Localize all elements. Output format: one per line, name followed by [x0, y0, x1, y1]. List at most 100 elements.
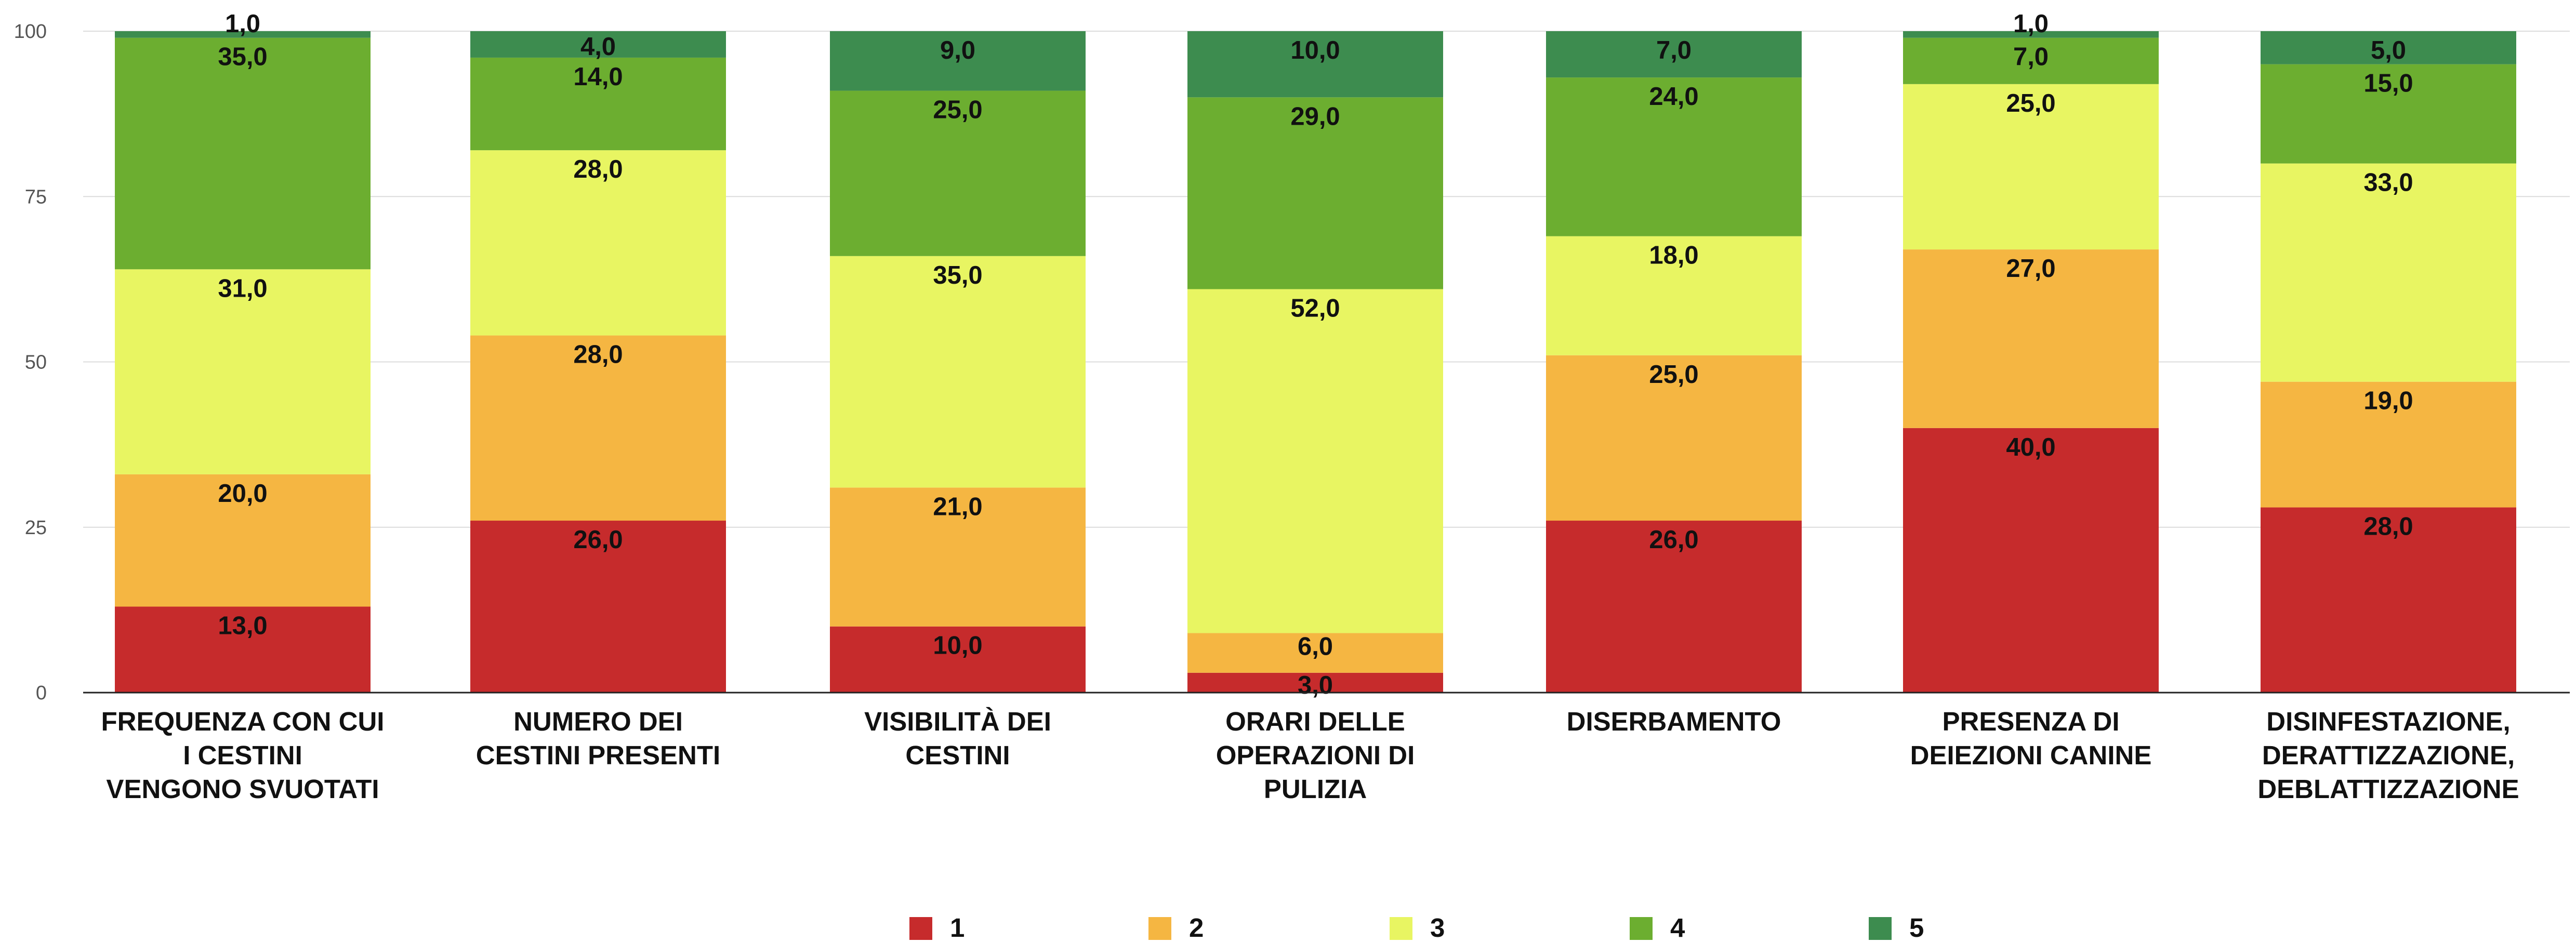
data-label: 4,0	[580, 33, 616, 61]
legend-swatch	[1390, 917, 1412, 940]
bar-segment-2	[1546, 355, 1802, 521]
data-label: 5,0	[2371, 36, 2406, 64]
bar-segment-5	[115, 31, 371, 38]
legend-label: 3	[1430, 913, 1445, 942]
category-label-line: CESTINI	[905, 740, 1010, 770]
bar-segment-3	[1546, 236, 1802, 355]
data-label: 20,0	[218, 480, 267, 508]
category-label-line: DEIEZIONI CANINE	[1910, 740, 2152, 770]
category-label: VISIBILITÀ DEI CESTINI	[864, 707, 1051, 770]
data-label: 26,0	[573, 526, 623, 554]
data-label: 24,0	[1649, 83, 1698, 111]
bar-segment-5	[2261, 31, 2516, 64]
bar-segment-3	[2261, 163, 2516, 382]
bar-segment-2	[470, 335, 726, 521]
bar-segment-3	[115, 269, 371, 474]
bar-segment-5	[1546, 31, 1802, 78]
data-label: 27,0	[2006, 255, 2055, 283]
data-label: 29,0	[1290, 102, 1340, 130]
category-label-line: VENGONO SVUOTATI	[106, 774, 379, 804]
legend-label: 5	[1909, 913, 1924, 942]
bar-segment-4	[2261, 64, 2516, 164]
category-label-line: PRESENZA DI	[1943, 707, 2120, 736]
bar-segment-5	[470, 31, 726, 58]
data-label: 1,0	[225, 10, 260, 38]
bars	[115, 31, 2516, 693]
data-label: 26,0	[1649, 526, 1698, 554]
data-label: 7,0	[1656, 36, 1692, 64]
data-label: 1,0	[2013, 10, 2049, 38]
category-label-line: DISINFESTAZIONE,	[2266, 707, 2510, 736]
legend-item-1: 1	[909, 913, 965, 942]
category-label: DISERBAMENTO	[1567, 707, 1781, 736]
data-label: 9,0	[940, 36, 975, 64]
data-label: 3,0	[1298, 671, 1333, 699]
data-label: 13,0	[218, 612, 267, 640]
data-label: 18,0	[1649, 242, 1698, 270]
legend-swatch	[1148, 917, 1171, 940]
legend-swatch	[1630, 917, 1653, 940]
data-label: 10,0	[933, 632, 982, 660]
bar-segment-2	[1187, 633, 1443, 673]
data-label: 19,0	[2363, 387, 2413, 415]
category-label-line: DERATTIZZAZIONE,	[2262, 740, 2515, 770]
bar-segment-1	[1546, 521, 1802, 693]
legend-label: 4	[1670, 913, 1685, 942]
category-label-line: FREQUENZA CON CUI	[101, 707, 385, 736]
data-label: 25,0	[1649, 361, 1698, 389]
category-label-line: PULIZIA	[1264, 774, 1367, 804]
bar-segment-5	[1903, 31, 2159, 38]
y-tick-label: 0	[36, 682, 47, 704]
data-label: 35,0	[933, 261, 982, 289]
data-label: 28,0	[573, 341, 623, 369]
bar-segment-2	[2261, 381, 2516, 508]
data-label: 28,0	[573, 155, 623, 183]
data-label: 52,0	[1290, 294, 1340, 322]
category-label: PRESENZA DI DEIEZIONI CANINE	[1910, 707, 2152, 770]
bar-segment-4	[470, 57, 726, 151]
category-label: DISINFESTAZIONE, DERATTIZZAZIONE, DEBLATTI…	[2257, 707, 2519, 804]
category-label: ORARI DELLE OPERAZIONI DI PULIZIA	[1216, 707, 1415, 804]
bar-segment-4	[115, 37, 371, 270]
data-label: 21,0	[933, 493, 982, 521]
category-label-line: DEBLATTIZZAZIONE	[2257, 774, 2519, 804]
y-tick-label: 50	[25, 352, 47, 374]
legend-label: 1	[950, 913, 965, 942]
bar-segment-2	[1903, 249, 2159, 428]
category-label-line: VISIBILITÀ DEI	[864, 707, 1051, 736]
legend-item-5: 5	[1869, 913, 1924, 942]
bar-segment-1	[1187, 672, 1443, 693]
legend-item-2: 2	[1148, 913, 1204, 942]
y-tick-label: 25	[25, 517, 47, 539]
data-label: 14,0	[573, 63, 623, 91]
legend-label: 2	[1189, 913, 1204, 942]
bar-segment-1	[830, 626, 1086, 693]
y-tick-label: 75	[25, 186, 47, 208]
data-label: 31,0	[218, 274, 267, 302]
bar-segment-1	[2261, 507, 2516, 693]
bar-segment-4	[1546, 77, 1802, 236]
category-label-line: CESTINI PRESENTI	[476, 740, 720, 770]
legend-item-4: 4	[1630, 913, 1685, 942]
legend-swatch	[1869, 917, 1892, 940]
data-label: 6,0	[1298, 632, 1333, 660]
bar-segment-2	[830, 487, 1086, 627]
bar-segment-4	[830, 90, 1086, 256]
legend: 1 2 3 4 5	[909, 913, 1924, 942]
category-label: NUMERO DEI CESTINI PRESENTI	[476, 707, 720, 770]
bar-segment-3	[1187, 289, 1443, 633]
legend-item-3: 3	[1390, 913, 1445, 942]
category-label-line: I CESTINI	[183, 740, 302, 770]
data-label: 35,0	[218, 43, 267, 71]
data-label: 25,0	[2006, 89, 2055, 117]
data-label: 25,0	[933, 96, 982, 124]
data-label: 33,0	[2363, 169, 2413, 197]
bar-segment-4	[1187, 97, 1443, 289]
bar-segment-2	[115, 474, 371, 607]
data-label: 40,0	[2006, 433, 2055, 461]
bar-segment-4	[1903, 37, 2159, 84]
bar-segment-5	[830, 31, 1086, 91]
y-tick-label: 100	[14, 21, 47, 43]
